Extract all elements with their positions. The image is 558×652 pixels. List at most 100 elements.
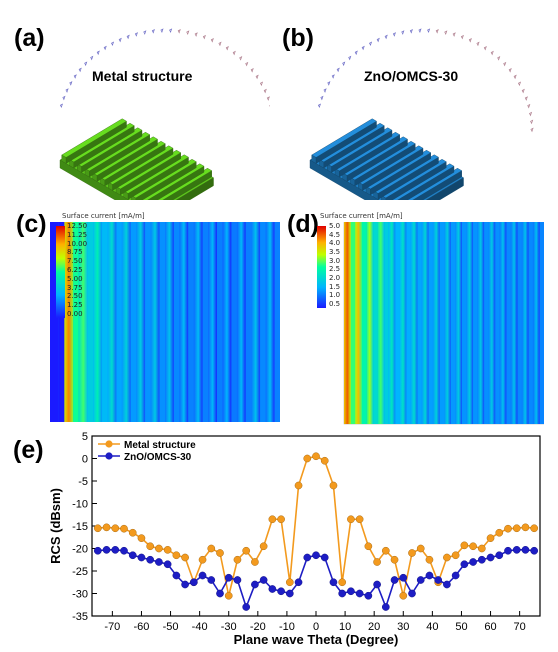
data-point — [294, 481, 303, 490]
data-point — [163, 560, 172, 569]
wave-arrow — [118, 37, 122, 43]
current-stripe-gap — [217, 222, 223, 422]
wave-arrow — [452, 32, 456, 37]
colorbar-tick: 11.25 — [67, 230, 88, 239]
current-stripe — [377, 222, 385, 424]
current-stripe-gap — [274, 222, 280, 422]
current-stripe — [399, 222, 407, 424]
y-tick-label: -5 — [78, 476, 88, 488]
wave-arrow — [143, 30, 147, 35]
data-point — [416, 576, 425, 584]
panel-label-c: (c) — [16, 210, 47, 238]
data-point — [512, 546, 521, 554]
wave-arrow — [111, 41, 115, 47]
current-stripe-gap — [439, 222, 444, 424]
incident-arc — [59, 28, 270, 109]
current-stripe — [344, 222, 351, 424]
wave-arrow — [59, 103, 63, 109]
wave-arrow — [468, 37, 472, 43]
wave-arrow — [78, 67, 82, 73]
current-stripe-gap — [116, 222, 122, 422]
wave-arrow — [320, 95, 324, 101]
wave-arrow — [90, 55, 94, 61]
x-axis-label: Plane wave Theta (Degree) — [234, 632, 399, 647]
current-stripe-gap — [231, 222, 237, 422]
wave-arrow — [169, 28, 173, 34]
current-stripe-gap — [202, 222, 209, 422]
wave-arrow — [490, 50, 494, 56]
x-tick-label: 20 — [368, 621, 380, 633]
current-stripe — [521, 222, 529, 424]
wave-arrow — [250, 68, 254, 73]
current-stripe-gap — [506, 222, 511, 424]
data-point — [259, 576, 268, 584]
data-point — [137, 534, 146, 543]
wave-arrow — [331, 74, 335, 79]
wave-arrow — [513, 74, 517, 80]
data-point — [364, 591, 373, 600]
data-point — [242, 546, 251, 555]
data-point — [530, 546, 539, 555]
data-point — [469, 542, 477, 551]
wave-arrow — [84, 61, 88, 67]
data-point — [390, 576, 399, 584]
wave-arrow — [369, 41, 373, 47]
data-point — [451, 551, 460, 560]
current-stripe — [410, 222, 418, 424]
current-stripe — [366, 222, 374, 424]
wave-arrow — [508, 68, 512, 73]
data-point — [486, 553, 495, 562]
wave-arrow — [160, 28, 164, 33]
current-stripe-gap — [245, 222, 252, 422]
data-point — [268, 515, 277, 524]
data-point — [347, 587, 355, 596]
current-stripe — [165, 222, 174, 422]
current-stripe — [466, 222, 474, 424]
current-stripe-gap — [87, 222, 94, 422]
data-point — [128, 528, 137, 537]
colorbar-tick: 5.00 — [67, 274, 83, 283]
incident-arc — [317, 28, 534, 133]
y-tick-label: -15 — [72, 521, 88, 533]
data-point — [312, 551, 320, 560]
current-stripe — [236, 222, 246, 422]
current-stripe — [193, 222, 203, 422]
data-point — [251, 580, 259, 589]
data-point — [93, 546, 102, 555]
data-point — [425, 571, 434, 580]
colorbar-tick: 3.0 — [329, 256, 341, 265]
current-stripe-gap — [159, 222, 165, 422]
current-stripe — [78, 222, 88, 422]
data-point — [207, 576, 216, 584]
y-axis-label: RCS (dBsm) — [48, 488, 63, 564]
y-tick-label: -30 — [72, 589, 88, 601]
data-point — [364, 542, 373, 551]
surface-current-stripes — [343, 222, 544, 425]
wave-arrow — [460, 34, 464, 40]
wave-arrow — [521, 88, 525, 94]
data-point — [504, 524, 512, 533]
wave-arrow — [348, 55, 352, 61]
current-stripe-gap — [417, 222, 422, 424]
colorbar-tick: 8.75 — [67, 248, 83, 257]
wave-arrow — [177, 29, 181, 34]
wave-arrow — [255, 74, 259, 80]
data-point — [469, 558, 477, 566]
wave-arrow — [529, 111, 533, 117]
data-point — [495, 528, 504, 537]
data-point — [181, 553, 189, 562]
wave-arrow — [73, 74, 77, 79]
data-point — [102, 523, 111, 532]
data-point — [111, 524, 120, 533]
current-stripe-gap — [188, 222, 194, 422]
current-stripe — [444, 222, 451, 424]
colorbar-tick: 4.5 — [329, 230, 341, 239]
current-stripe-gap — [484, 222, 489, 424]
wave-arrow — [134, 32, 138, 37]
data-point — [416, 544, 425, 553]
data-point — [521, 546, 530, 554]
data-point — [155, 544, 163, 553]
rib-front — [311, 154, 317, 164]
wave-arrow — [194, 32, 198, 37]
wave-arrow — [376, 37, 380, 43]
